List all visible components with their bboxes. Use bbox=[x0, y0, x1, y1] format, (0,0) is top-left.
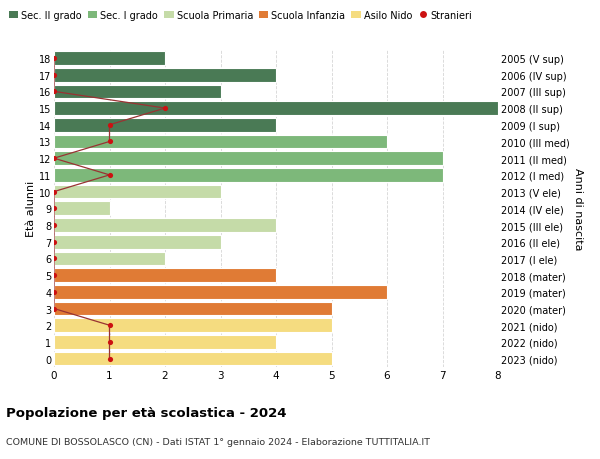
Point bbox=[160, 105, 170, 112]
Point bbox=[49, 89, 59, 96]
Legend: Sec. II grado, Sec. I grado, Scuola Primaria, Scuola Infanzia, Asilo Nido, Stran: Sec. II grado, Sec. I grado, Scuola Prim… bbox=[8, 11, 472, 21]
Bar bbox=[54, 336, 276, 349]
Point bbox=[49, 205, 59, 213]
Bar bbox=[54, 269, 276, 282]
Bar bbox=[54, 218, 276, 232]
Point bbox=[105, 322, 115, 329]
Bar bbox=[54, 202, 110, 216]
Point bbox=[49, 55, 59, 62]
Point bbox=[49, 272, 59, 279]
Bar bbox=[54, 168, 443, 182]
Bar bbox=[54, 185, 221, 199]
Bar bbox=[54, 252, 165, 266]
Point bbox=[105, 339, 115, 346]
Point bbox=[49, 222, 59, 229]
Bar bbox=[54, 85, 221, 99]
Y-axis label: Anni di nascita: Anni di nascita bbox=[574, 168, 583, 250]
Bar bbox=[54, 102, 498, 116]
Point bbox=[49, 155, 59, 162]
Point bbox=[49, 289, 59, 296]
Point bbox=[105, 355, 115, 363]
Bar bbox=[54, 235, 221, 249]
Point bbox=[49, 305, 59, 313]
Bar bbox=[54, 119, 276, 132]
Point bbox=[49, 72, 59, 79]
Point bbox=[105, 122, 115, 129]
Point bbox=[49, 189, 59, 196]
Bar bbox=[54, 152, 443, 166]
Text: COMUNE DI BOSSOLASCO (CN) - Dati ISTAT 1° gennaio 2024 - Elaborazione TUTTITALIA: COMUNE DI BOSSOLASCO (CN) - Dati ISTAT 1… bbox=[6, 437, 430, 446]
Point bbox=[49, 239, 59, 246]
Bar bbox=[54, 352, 331, 366]
Bar bbox=[54, 319, 331, 332]
Point bbox=[105, 139, 115, 146]
Bar bbox=[54, 302, 331, 316]
Bar bbox=[54, 285, 387, 299]
Point bbox=[49, 255, 59, 263]
Bar bbox=[54, 69, 276, 82]
Text: Popolazione per età scolastica - 2024: Popolazione per età scolastica - 2024 bbox=[6, 406, 287, 419]
Bar bbox=[54, 52, 165, 66]
Bar bbox=[54, 135, 387, 149]
Y-axis label: Età alunni: Età alunni bbox=[26, 181, 36, 237]
Point bbox=[105, 172, 115, 179]
